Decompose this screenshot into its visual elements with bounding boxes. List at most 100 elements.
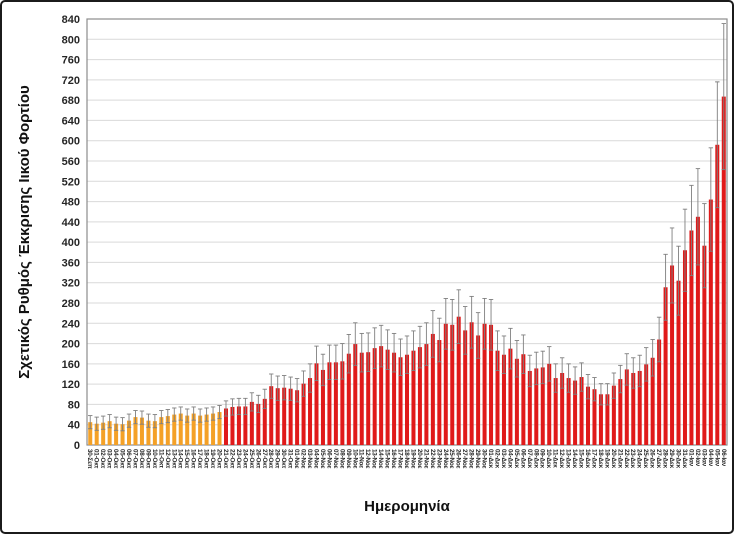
x-tick-label: 16-Δεκ <box>584 449 591 469</box>
x-tick-label: 05-Νοε <box>319 449 326 468</box>
bar <box>120 424 125 445</box>
x-tick-label: 16-Οκτ <box>190 449 197 469</box>
x-tick-label: 30-Δεκ <box>674 449 681 469</box>
x-tick-label: 03-Δεκ <box>500 449 507 469</box>
bar <box>663 287 668 445</box>
y-tick-label: 280 <box>62 298 80 310</box>
bar <box>301 383 306 445</box>
bar <box>695 216 700 445</box>
bar <box>443 323 448 445</box>
x-tick-label: 14-Δεκ <box>571 449 578 469</box>
y-tick-label: 680 <box>62 95 80 107</box>
x-tick-label: 29-Οκτ <box>274 449 281 469</box>
bar <box>262 398 267 445</box>
x-tick-label: 07-Δεκ <box>526 449 533 469</box>
bar <box>372 348 377 445</box>
x-tick-label: 10-Οκτ <box>151 449 158 469</box>
bar <box>670 265 675 445</box>
x-tick-label: 09-Οκτ <box>144 449 151 469</box>
bar <box>708 199 713 445</box>
bar <box>521 354 526 445</box>
bar <box>249 401 254 445</box>
bar <box>146 420 151 445</box>
bar <box>152 421 157 445</box>
bar <box>430 333 435 445</box>
y-tick-label: 80 <box>68 399 80 411</box>
bar <box>359 352 364 445</box>
x-tick-label: 25-Νοε <box>448 449 455 468</box>
y-tick-label: 440 <box>62 217 80 229</box>
x-tick-label: 24-Νοε <box>442 449 449 468</box>
x-tick-label: 20-Νοε <box>416 449 423 468</box>
x-tick-label: 26-Νοε <box>455 449 462 468</box>
x-tick-label: 25-Δεκ <box>642 449 649 469</box>
bar <box>159 417 164 445</box>
y-tick-label: 760 <box>62 55 80 67</box>
x-tick-label: 10-Νοε <box>351 449 358 468</box>
x-tick-label: 22-Νοε <box>429 449 436 468</box>
bar <box>624 369 629 445</box>
y-tick-label: 520 <box>62 176 80 188</box>
x-tick-label: 14-Οκτ <box>177 449 184 469</box>
bar <box>631 372 636 445</box>
x-tick-label: 23-Νοε <box>435 449 442 468</box>
x-tick-label: 21-Οκτ <box>222 449 229 469</box>
x-tick-label: 27-Οκτ <box>261 449 268 469</box>
x-tick-label: 10-Δεκ <box>545 449 552 469</box>
bar <box>715 144 720 445</box>
y-tick-label: 360 <box>62 257 80 269</box>
bar <box>379 346 384 445</box>
x-tick-label: 11-Οκτ <box>157 449 164 468</box>
x-tick-label: 19-Οκτ <box>209 449 216 469</box>
x-tick-label: 05-Δεκ <box>513 449 520 469</box>
bar <box>482 323 487 445</box>
y-tick-label: 640 <box>62 115 80 127</box>
y-tick-label: 600 <box>62 136 80 148</box>
bar <box>346 353 351 445</box>
x-tick-label: 27-Δεκ <box>655 449 662 469</box>
bar <box>230 406 235 445</box>
x-tick-label: 07-Νοε <box>332 449 339 468</box>
x-tick-label: 03-Ιαν <box>700 449 707 467</box>
bar <box>644 364 649 445</box>
bar <box>618 379 623 445</box>
x-tick-label: 12-Οκτ <box>164 449 171 469</box>
x-tick-label: 04-Οκτ <box>112 449 119 469</box>
bar <box>398 357 403 445</box>
y-tick-label: 720 <box>62 75 80 87</box>
bar <box>404 354 410 445</box>
x-tick-label: 19-Δεκ <box>603 449 610 469</box>
x-tick-label: 06-Ιαν <box>720 449 727 467</box>
bar <box>702 245 707 445</box>
y-tick-label: 840 <box>62 14 80 26</box>
bar <box>573 380 578 445</box>
y-tick-label: 320 <box>62 278 80 290</box>
bar <box>217 412 222 445</box>
x-tick-label: 05-Ιαν <box>713 449 720 467</box>
bar <box>178 413 183 445</box>
x-tick-label: 28-Δεκ <box>662 449 669 469</box>
bar <box>553 378 558 445</box>
y-tick-label: 240 <box>62 318 80 330</box>
bar <box>236 406 241 445</box>
x-tick-label: 22-Οκτ <box>228 449 235 469</box>
bar <box>223 408 228 445</box>
bar <box>392 352 397 445</box>
x-tick-label: 06-Οκτ <box>125 449 132 469</box>
bar <box>682 250 687 445</box>
x-tick-label: 27-Νοε <box>461 449 468 468</box>
bar <box>275 388 280 445</box>
x-tick-label: 18-Νοε <box>403 449 410 468</box>
bar <box>327 362 332 445</box>
x-tick-label: 01-Οκτ <box>93 449 100 469</box>
bar <box>508 348 513 445</box>
bar <box>101 422 106 445</box>
bar <box>586 386 591 445</box>
x-tick-label: 28-Νοε <box>468 449 475 468</box>
x-tick-label: 03-Οκτ <box>106 449 113 469</box>
x-tick-label: 01-Δεκ <box>487 449 494 469</box>
x-tick-label: 24-Δεκ <box>636 449 643 469</box>
x-tick-label: 19-Νοε <box>409 449 416 468</box>
